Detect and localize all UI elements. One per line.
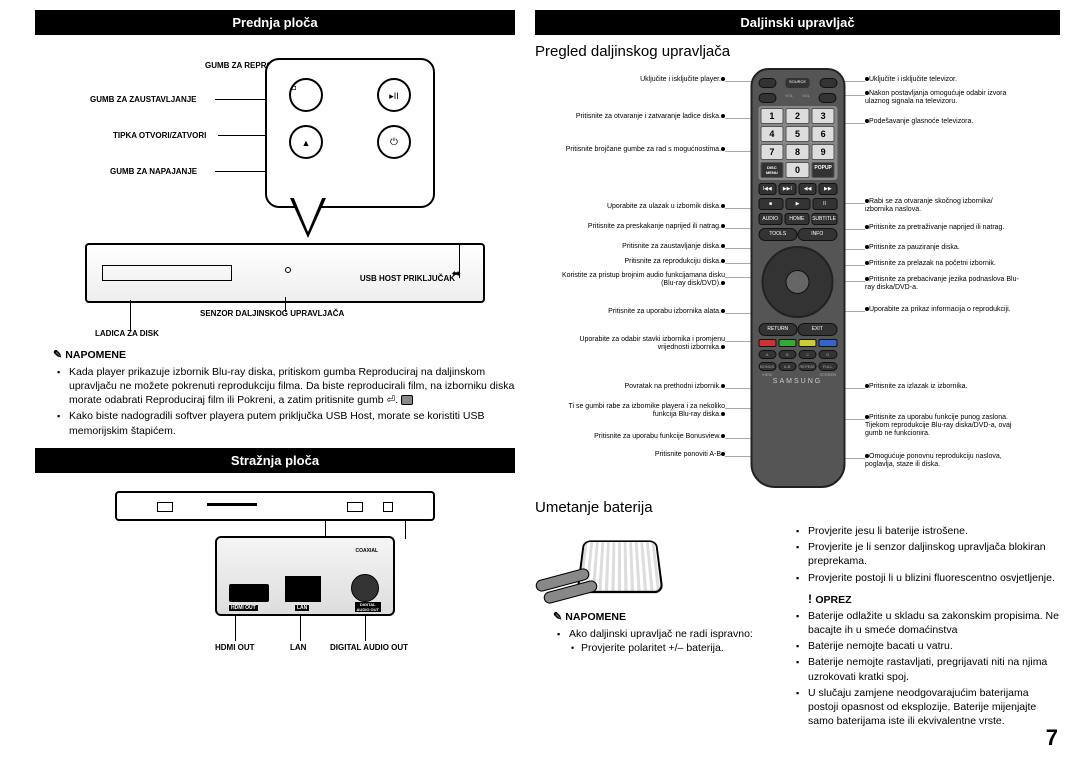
front-panel-diagram: GUMB ZA REPRODUKCIJU/PAUZU GUMB ZA ZAUST… — [35, 43, 515, 338]
label-hdmi: HDMI OUT — [215, 643, 255, 652]
remote-title: Daljinski upravljač — [535, 10, 1060, 35]
callout-right: Nakon postavljanja omogućuje odabir izvo… — [865, 90, 1020, 106]
caution-item: Baterije odlažite u skladu sa zakonskim … — [808, 609, 1060, 637]
caution-item: Baterije nemojte bacati u vatru. — [808, 639, 1060, 653]
caution-heading: OPREZ — [808, 591, 1060, 607]
remote-diagram: Uključite i isključite player. Pritisnit… — [535, 68, 1060, 493]
callout-left: Pritisnite za otvaranje i zatvaranje lad… — [550, 113, 725, 121]
note-item: Kada player prikazuje izbornik Blu-ray d… — [69, 365, 515, 408]
caution-item: Baterije nemojte rastavljati, pregrijava… — [808, 655, 1060, 683]
callout-left: Pritisnite brojčane gumbe za rad s moguć… — [550, 146, 725, 154]
rear-panel-diagram: HDMI OUT LAN COAXIAL DIGITAL AUDIO OUT H… — [35, 481, 515, 656]
rear-panel-title: Stražnja ploča — [35, 448, 515, 473]
label-open-close: TIPKA OTVORI/ZATVORI — [113, 131, 206, 140]
callout-right: Uporabite za prikaz informacija o reprod… — [865, 306, 1020, 314]
callout-right: Podešavanje glasnoće televizora. — [865, 118, 1020, 126]
caution-item: U slučaju zamjene neodgovarajućim bateri… — [808, 686, 1060, 729]
label-usb-host: USB HOST PRIKLJUČAK — [360, 274, 455, 283]
label-power: GUMB ZA NAPAJANJE — [110, 167, 197, 176]
battery-note: Ako daljinski upravljač ne radi ispravno… — [569, 627, 775, 655]
callout-left: Ti se gumbi rabe za izbornike playera i … — [550, 403, 725, 419]
label-disc-tray: LADICA ZA DISK — [95, 329, 159, 338]
label-digital: DIGITAL AUDIO OUT — [330, 643, 408, 652]
callout-right: Pritisnite za prebacivanje jezika podnas… — [865, 276, 1020, 292]
callout-left: Uključite i isključite player. — [550, 76, 725, 84]
check-item: Provjerite jesu li baterije istrošene. — [808, 524, 1060, 538]
callout-left: Koristite za pristup brojnim audio funkc… — [550, 272, 725, 288]
label-remote-sensor: SENZOR DALJINSKOG UPRAVLJAČA — [200, 309, 344, 318]
remote-body: SOURCE VOLVOL 123 456 789 DISC MENU0POPU… — [750, 68, 845, 488]
callout-left: Pritisnite za zaustavljanje diska. — [550, 243, 725, 251]
battery-subtitle: Umetanje baterija — [535, 499, 1060, 516]
enter-icon — [401, 395, 413, 405]
front-panel-title: Prednja ploča — [35, 10, 515, 35]
callout-right: Pritisnite za pauziranje diska. — [865, 244, 1020, 252]
callout-right: Pritisnite za uporabu funkcije punog zas… — [865, 414, 1020, 438]
callout-right: Uključite i isključite televizor. — [865, 76, 1020, 84]
remote-subtitle: Pregled daljinskog upravljača — [535, 43, 1060, 60]
callout-right: Rabi se za otvaranje skočnog izbornika/ … — [865, 198, 1020, 214]
label-stop: GUMB ZA ZAUSTAVLJANJE — [90, 95, 197, 104]
callout-right: Pritisnite za prelazak na početni izborn… — [865, 260, 1020, 268]
callout-left: Pritisnite ponoviti A-B — [550, 451, 725, 459]
callout-left: Povratak na prethodni izbornik. — [550, 383, 725, 391]
battery-notes-heading: NAPOMENE — [553, 610, 775, 625]
callout-right: Pritisnite za pretraživanje naprijed ili… — [865, 224, 1020, 232]
label-lan: LAN — [290, 643, 306, 652]
callout-left: Uporabite za ulazak u izbornik diska. — [550, 203, 725, 211]
callout-left: Pritisnite za reprodukciju diska. — [550, 258, 725, 266]
control-bubble: ▫ ▸II ▲ ⏻ — [265, 58, 435, 208]
callout-left: Uporabite za odabir stavki izbornika i p… — [550, 336, 725, 352]
check-item: Provjerite je li senzor daljinskog uprav… — [808, 540, 1060, 568]
notes-heading: NAPOMENE — [53, 348, 515, 363]
callout-left: Pritisnite za uporabu izbornika alata. — [550, 308, 725, 316]
check-item: Provjerite postoji li u blizini fluoresc… — [808, 571, 1060, 585]
callout-right: Omogućuje ponovnu reprodukciju naslova, … — [865, 453, 1020, 469]
battery-diagram — [535, 524, 705, 604]
note-item: Kako biste nadogradili softver playera p… — [69, 409, 515, 437]
callout-left: Pritisnite za uporabu funkcije Bonusview… — [550, 433, 725, 441]
brand-logo: SAMSUNG — [773, 378, 822, 385]
page-number: 7 — [1046, 725, 1058, 751]
callout-right: Pritisnite za izlazak iz izbornika. — [865, 383, 1020, 391]
callout-left: Pritisnite za preskakanje naprijed ili n… — [550, 223, 725, 231]
